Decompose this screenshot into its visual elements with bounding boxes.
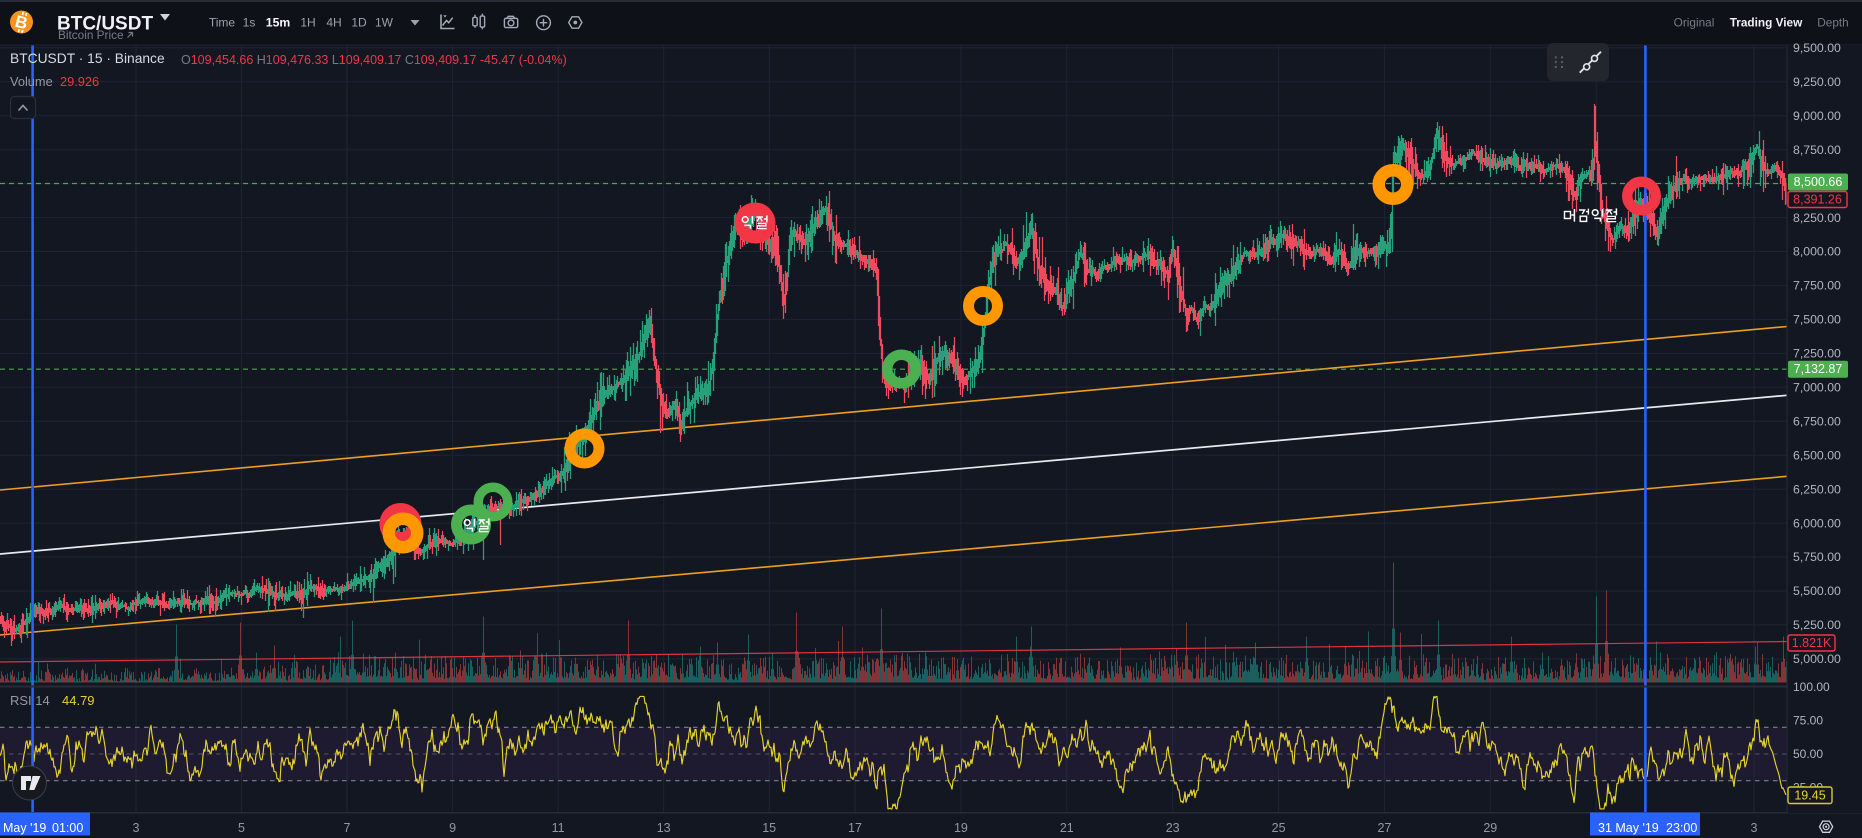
svg-text:8,500.66: 8,500.66 (1794, 175, 1843, 189)
svg-text:23:00: 23:00 (1666, 821, 1697, 835)
svg-text:29.926: 29.926 (60, 74, 99, 89)
svg-text:8,000.00: 8,000.00 (1793, 245, 1841, 259)
svg-text:RSI 14: RSI 14 (10, 693, 50, 708)
svg-text:BTC/USDT: BTC/USDT (57, 14, 153, 35)
svg-text:8,750.00: 8,750.00 (1793, 143, 1841, 157)
svg-text:B: B (13, 12, 29, 33)
svg-text:27: 27 (1377, 821, 1391, 835)
svg-text:9,000.00: 9,000.00 (1793, 109, 1841, 123)
svg-text:7,500.00: 7,500.00 (1793, 313, 1841, 327)
svg-text:11: 11 (552, 821, 565, 835)
svg-text:3: 3 (1751, 821, 1758, 835)
svg-text:7,250.00: 7,250.00 (1793, 347, 1841, 361)
svg-text:01:00: 01:00 (52, 821, 83, 835)
svg-text:7,132.87: 7,132.87 (1794, 362, 1843, 376)
svg-text:5,250.00: 5,250.00 (1793, 618, 1841, 632)
svg-text:17: 17 (848, 821, 862, 835)
svg-text:7: 7 (344, 821, 351, 835)
svg-text:29: 29 (1483, 821, 1497, 835)
svg-text:1.821K: 1.821K (1792, 636, 1832, 650)
svg-text:6,500.00: 6,500.00 (1793, 448, 1841, 462)
svg-text:15m: 15m (266, 16, 291, 30)
svg-text:50.00: 50.00 (1793, 747, 1823, 761)
svg-text:Original: Original (1674, 16, 1715, 30)
svg-text:8,250.00: 8,250.00 (1793, 211, 1841, 225)
svg-text:21: 21 (1060, 821, 1074, 835)
svg-text:9,250.00: 9,250.00 (1793, 75, 1841, 89)
svg-text:5,500.00: 5,500.00 (1793, 584, 1841, 598)
svg-text:75.00: 75.00 (1793, 714, 1823, 728)
svg-text:13: 13 (657, 821, 671, 835)
svg-text:19: 19 (954, 821, 968, 835)
svg-text:9,500.00: 9,500.00 (1793, 41, 1841, 55)
svg-text:15: 15 (762, 821, 776, 835)
svg-text:May '19: May '19 (3, 821, 46, 835)
svg-text:BTCUSDT · 15 · Binance: BTCUSDT · 15 · Binance (10, 51, 165, 66)
svg-text:O109,454.66 H109,476.33 L109,4: O109,454.66 H109,476.33 L109,409.17 C109… (181, 53, 567, 67)
svg-text:25: 25 (1272, 821, 1286, 835)
svg-text:Volume: Volume (10, 74, 53, 89)
svg-text:8,391.26: 8,391.26 (1793, 193, 1842, 207)
svg-text:19.45: 19.45 (1794, 789, 1825, 803)
svg-text:31 May '19: 31 May '19 (1598, 821, 1659, 835)
svg-text:4H: 4H (326, 16, 341, 30)
svg-text:6,750.00: 6,750.00 (1793, 414, 1841, 428)
svg-text:1H: 1H (300, 16, 315, 30)
svg-text:5,000.00: 5,000.00 (1793, 652, 1841, 666)
svg-text:6,000.00: 6,000.00 (1793, 516, 1841, 530)
svg-text:6,250.00: 6,250.00 (1793, 482, 1841, 496)
svg-text:5: 5 (238, 821, 245, 835)
svg-text:1W: 1W (375, 16, 394, 30)
svg-text:7,750.00: 7,750.00 (1793, 279, 1841, 293)
svg-text:44.79: 44.79 (62, 693, 95, 708)
svg-text:Depth: Depth (1817, 16, 1848, 30)
svg-text:Trading View: Trading View (1730, 16, 1803, 30)
svg-text:5,750.00: 5,750.00 (1793, 550, 1841, 564)
svg-text:1D: 1D (351, 16, 367, 30)
svg-text:3: 3 (133, 821, 140, 835)
svg-text:Time: Time (209, 16, 236, 30)
svg-text:Bitcoin Price: Bitcoin Price (58, 28, 124, 42)
svg-text:100.00: 100.00 (1793, 680, 1830, 694)
svg-text:7,000.00: 7,000.00 (1793, 381, 1841, 395)
svg-text:23: 23 (1166, 821, 1180, 835)
svg-text:9: 9 (449, 821, 456, 835)
svg-text:1s: 1s (243, 16, 256, 30)
